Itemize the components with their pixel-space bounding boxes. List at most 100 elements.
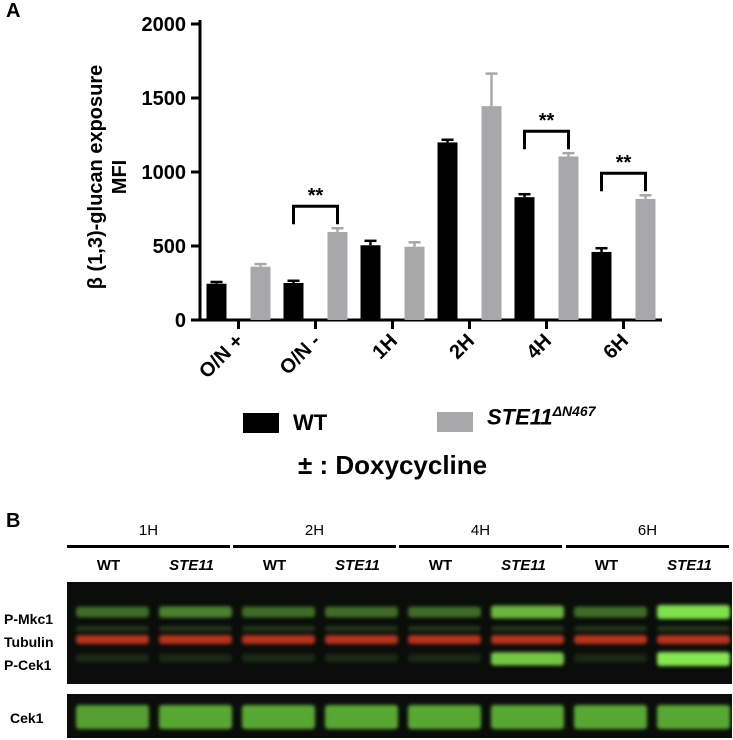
bar-1-5 (635, 198, 656, 320)
band-pmkc1-5 (491, 605, 564, 619)
western-blot-top (67, 582, 732, 684)
y-axis-label-line1: β (1,3)-glucan exposure (85, 65, 107, 289)
band-pcek1-4 (408, 653, 481, 663)
band-tubulin-6 (574, 635, 647, 644)
x-tick-label-5: 6H (599, 330, 633, 364)
band-pmkc1-3 (325, 606, 398, 618)
band-label-cek1: Cek1 (10, 710, 44, 726)
legend-label-wt: WT (293, 410, 328, 435)
band-pmkc1-2 (242, 606, 315, 618)
blot-lane-label-5: STE11 (501, 557, 546, 574)
bar-0-1 (283, 283, 304, 320)
band-tubulin-3 (325, 635, 398, 644)
band-faint-3 (325, 626, 398, 631)
blot-lane-label-2: WT (262, 557, 287, 574)
band-cek1-5 (491, 705, 564, 729)
band-tubulin-2 (242, 635, 315, 644)
y-tick-label-2: 1000 (142, 162, 187, 184)
band-cek1-4 (408, 705, 481, 729)
band-pcek1-5 (491, 652, 564, 666)
band-faint-2 (242, 626, 315, 631)
significance-label-2: ** (616, 152, 632, 174)
bar-1-3 (481, 106, 502, 320)
band-faint-1 (159, 626, 232, 631)
band-tubulin-1 (159, 635, 232, 644)
x-tick-label-0: O/N + (195, 330, 248, 383)
band-faint-6 (574, 626, 647, 631)
bar-0-3 (437, 142, 458, 320)
blot-timepoint-4h: 4H (470, 522, 491, 539)
band-pmkc1-4 (408, 606, 481, 618)
panel-a-label: A (6, 0, 21, 22)
band-pmkc1-7 (657, 605, 730, 619)
blot-rule-4h (399, 545, 562, 548)
bar-1-0 (250, 266, 271, 320)
y-tick-label-0: 0 (175, 310, 186, 332)
significance-bracket-1 (523, 129, 570, 150)
legend-swatch-ste11 (437, 412, 473, 432)
band-label-tubulin: Tubulin (4, 634, 54, 650)
y-tick-label-1: 500 (153, 236, 186, 258)
band-pcek1-6 (574, 653, 647, 663)
band-pcek1-2 (242, 653, 315, 663)
western-blot-bottom (67, 694, 732, 738)
blot-lane-label-4: WT (428, 557, 453, 574)
bar-0-0 (206, 283, 227, 320)
blot-lane-label-3: STE11 (335, 557, 380, 574)
bar-0-5 (591, 251, 612, 320)
blot-rule-1h (67, 545, 230, 548)
blot-lane-label-6: WT (594, 557, 619, 574)
bar-1-1 (327, 231, 348, 320)
band-pcek1-0 (76, 653, 149, 663)
y-tick-label-3: 1500 (142, 88, 187, 110)
blot-rule-6h (566, 545, 729, 548)
band-faint-7 (657, 626, 730, 631)
legend-ste11: STE11ΔN467 (437, 402, 596, 432)
x-tick-label-4: 4H (522, 330, 556, 364)
blot-timepoint-1h: 1H (138, 522, 159, 539)
band-pmkc1-0 (76, 606, 149, 618)
band-cek1-1 (159, 705, 232, 729)
band-faint-5 (491, 626, 564, 631)
y-tick-label-4: 2000 (142, 14, 187, 36)
significance-label-1: ** (539, 110, 555, 132)
x-tick-label-3: 2H (445, 330, 479, 364)
legend-wt: WT (243, 410, 327, 436)
band-pcek1-7 (657, 652, 730, 666)
x-tick-label-1: O/N - (276, 330, 325, 379)
band-cek1-0 (76, 705, 149, 729)
bar-chart: β (1,3)-glucan exposure MFI 0 500 1000 1500… (85, 14, 662, 383)
band-pcek1-1 (159, 653, 232, 663)
bar-1-2 (404, 246, 425, 320)
bar-0-4 (514, 197, 535, 320)
bar-1-4 (558, 156, 579, 320)
y-axis-label-line2: MFI (109, 160, 131, 194)
bar-0-2 (360, 245, 381, 320)
band-tubulin-5 (491, 635, 564, 644)
band-tubulin-7 (657, 635, 730, 644)
band-cek1-6 (574, 705, 647, 729)
legend-swatch-wt (243, 413, 279, 433)
panel-b-label: B (6, 510, 21, 532)
band-cek1-3 (325, 705, 398, 729)
x-tick-label-2: 1H (368, 330, 402, 364)
blot-lane-label-0: WT (96, 557, 121, 574)
condition-label: ± : Doxycycline (298, 450, 488, 480)
significance-bracket-0 (292, 204, 339, 225)
band-label-pmkc1: P-Mkc1 (4, 611, 54, 627)
blot-lane-label-1: STE11 (169, 557, 214, 574)
blot-rule-2h (233, 545, 396, 548)
band-cek1-2 (242, 705, 315, 729)
band-faint-0 (76, 626, 149, 631)
blot-timepoint-2h: 2H (304, 522, 325, 539)
legend-label-ste11-sup: ΔN467 (552, 403, 596, 420)
legend-label-ste11: STE11 (487, 404, 553, 430)
significance-bracket-2 (600, 171, 647, 192)
blot-lane-label-7: STE11 (667, 557, 712, 574)
band-cek1-7 (657, 705, 730, 729)
significance-label-0: ** (308, 185, 324, 207)
blot-timepoint-6h: 6H (637, 522, 658, 539)
band-pmkc1-1 (159, 606, 232, 618)
band-tubulin-4 (408, 635, 481, 644)
